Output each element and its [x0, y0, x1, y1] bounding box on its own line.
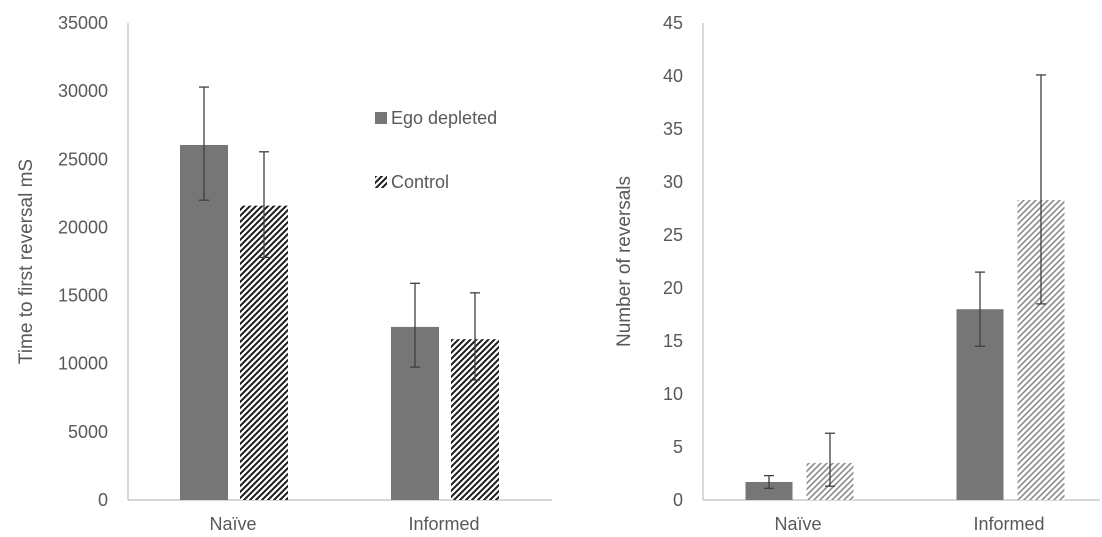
y-tick-label: 30000 [58, 81, 108, 101]
legend-swatch [375, 112, 387, 124]
y-tick-label: 0 [673, 490, 683, 510]
y-tick-label: 25 [663, 225, 683, 245]
x-category-label: Informed [408, 514, 479, 534]
y-tick-label: 45 [663, 13, 683, 33]
y-tick-label: 40 [663, 66, 683, 86]
y-tick-label: 15 [663, 331, 683, 351]
y-tick-label: 15000 [58, 286, 108, 306]
y-tick-label: 10000 [58, 354, 108, 374]
legend-swatch [375, 176, 387, 188]
bar-ego-depleted [180, 144, 228, 500]
x-category-label: Naïve [209, 514, 256, 534]
y-axis-title: Time to first reversal mS [16, 159, 37, 364]
y-tick-label: 10 [663, 384, 683, 404]
x-category-label: Informed [973, 514, 1044, 534]
legend-label: Ego depleted [391, 108, 497, 128]
chart-number-of-reversals: 0 5 10 15 20 25 30 35 40 45 Number of reversals Naï… [614, 13, 1100, 534]
y-tick-label: 20 [663, 278, 683, 298]
chart-time-to-first-reversal: 0 5000 10000 15000 20000 25000 30000 35000 Time … [16, 13, 552, 534]
y-axis-title: Number of reversals [614, 176, 635, 347]
y-tick-label: 30 [663, 172, 683, 192]
y-tick-label: 25000 [58, 149, 108, 169]
y-tick-label: 5000 [68, 422, 108, 442]
y-tick-label: 20000 [58, 217, 108, 237]
bar-ego-depleted [745, 481, 793, 500]
y-tick-label: 35000 [58, 13, 108, 33]
y-tick-label: 0 [98, 490, 108, 510]
legend: Ego depleted Control [375, 108, 497, 192]
x-category-label: Naïve [774, 514, 821, 534]
legend-label: Control [391, 172, 449, 192]
y-tick-label: 35 [663, 119, 683, 139]
y-tick-label: 5 [673, 437, 683, 457]
